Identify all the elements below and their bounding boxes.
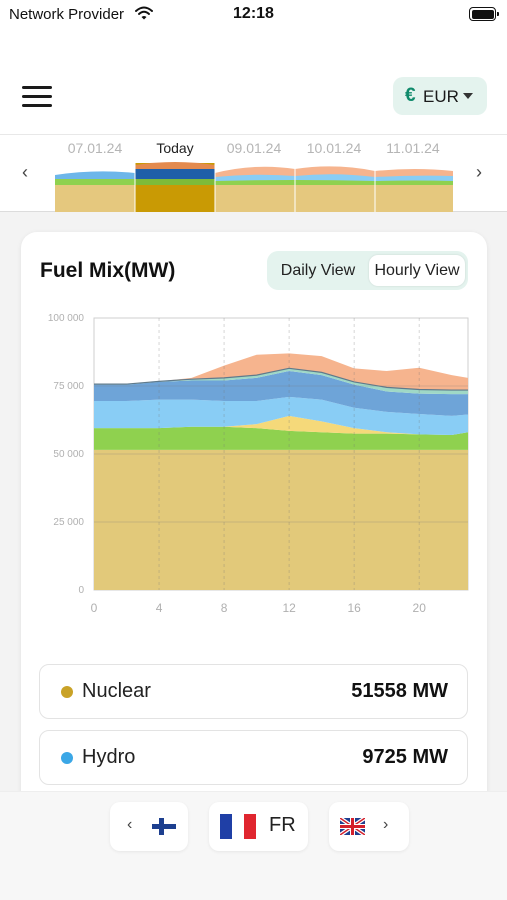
nuclear-dot-icon xyxy=(61,686,73,698)
clock: 12:18 xyxy=(233,5,274,22)
x-tick-label: 12 xyxy=(282,601,296,615)
battery-icon xyxy=(469,7,499,21)
currency-selector[interactable]: € EUR xyxy=(393,77,487,115)
y-tick-label: 75 000 xyxy=(53,381,84,392)
wifi-icon xyxy=(135,6,153,25)
country-prev-button[interactable]: ‹ xyxy=(110,802,188,851)
fuel-name: Nuclear xyxy=(82,680,151,702)
area-series-5 xyxy=(94,368,468,395)
total-line xyxy=(94,367,468,391)
area-series-6 xyxy=(94,353,468,391)
carrier-label: Network Provider xyxy=(9,6,125,23)
country-next-button[interactable]: › xyxy=(329,802,409,851)
fuel-value: 9725 MW xyxy=(362,746,448,768)
y-tick-label: 100 000 xyxy=(48,313,85,324)
fuel-mix-chart[interactable]: 0 25 000 50 000 75 000 100 000 0 4 8 12 16 20 xyxy=(21,302,487,622)
hydro-dot-icon xyxy=(61,752,73,764)
status-bar: Network Provider 12:18 xyxy=(0,0,507,28)
euro-icon: € xyxy=(405,85,416,106)
area-series-2 xyxy=(94,415,468,435)
chevron-left-icon: ‹ xyxy=(127,816,133,833)
y-tick-label: 0 xyxy=(78,585,84,596)
area-series-3 xyxy=(94,396,468,435)
card-title: Fuel Mix(MW) xyxy=(40,259,176,282)
area-series-1 xyxy=(94,426,468,450)
view-toggle: Daily View Hourly View xyxy=(267,251,468,290)
chevron-right-icon: › xyxy=(383,816,389,833)
fuel-value: 51558 MW xyxy=(351,680,448,702)
country-bar: ‹ FR › xyxy=(0,791,507,900)
daily-view-button[interactable]: Daily View xyxy=(280,262,356,279)
hourly-view-button[interactable]: Hourly View xyxy=(369,255,465,286)
fuel-row-nuclear[interactable]: Nuclear 51558 MW xyxy=(39,664,468,719)
timeline-date-label[interactable]: 10.01.24 xyxy=(306,140,362,156)
timeline-date-label[interactable]: 09.01.24 xyxy=(226,140,282,156)
timeline-minichart[interactable] xyxy=(55,157,453,213)
y-tick-label: 25 000 xyxy=(53,517,84,528)
timeline-prev-button[interactable]: ‹ xyxy=(22,162,28,182)
x-tick-label: 16 xyxy=(347,601,361,615)
finland-flag-icon xyxy=(152,818,176,835)
date-timeline: ‹ 07.01.24 Today 09.01.24 10.01.24 11.01… xyxy=(0,134,507,213)
fuel-row-hydro[interactable]: Hydro 9725 MW xyxy=(39,730,468,785)
area-series-4 xyxy=(94,371,468,416)
timeline-date-label[interactable]: 07.01.24 xyxy=(67,140,123,156)
timeline-date-label[interactable]: 11.01.24 xyxy=(386,140,440,156)
fuel-name: Hydro xyxy=(82,746,136,768)
x-tick-label: 4 xyxy=(156,601,163,615)
x-tick-label: 0 xyxy=(91,601,98,615)
caret-down-icon xyxy=(463,93,473,99)
timeline-date-label[interactable]: Today xyxy=(156,140,194,156)
y-tick-label: 50 000 xyxy=(53,449,84,460)
menu-button[interactable] xyxy=(22,84,54,110)
hamburger-icon xyxy=(22,86,52,89)
country-code: FR xyxy=(269,814,296,836)
france-flag-icon xyxy=(220,814,256,839)
timeline-next-button[interactable]: › xyxy=(476,162,482,182)
currency-label: EUR xyxy=(423,87,459,106)
country-current[interactable]: FR xyxy=(209,802,308,851)
timeline-nuclear-band xyxy=(55,185,453,213)
x-tick-label: 8 xyxy=(221,601,228,615)
x-tick-label: 20 xyxy=(413,601,427,615)
fuel-mix-card: Fuel Mix(MW) Daily View Hourly View 0 25 … xyxy=(21,232,487,832)
area-series-0 xyxy=(94,449,468,590)
uk-flag-icon xyxy=(340,818,365,835)
